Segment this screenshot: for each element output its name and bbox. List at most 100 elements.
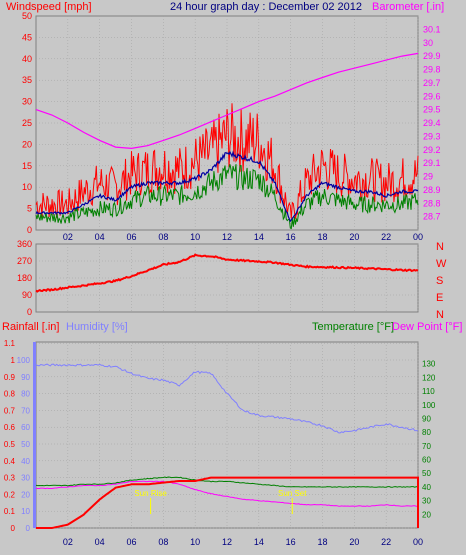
- wind-y-tick-label: 10: [22, 182, 32, 192]
- barometer-y-tick-label: 29.8: [423, 65, 441, 75]
- barometer-y-tick-label: 29.6: [423, 91, 441, 101]
- barometer-series-line: [35, 52, 419, 150]
- barometer-y-tick-label: 28.9: [423, 185, 441, 195]
- rain-y-tick-label: 0.4: [4, 457, 16, 466]
- barometer-y-tick-label: 29.5: [423, 105, 441, 115]
- dewpoint-series-line: [35, 480, 418, 507]
- humidity-y-tick-label: 100: [17, 356, 31, 365]
- rain-y-tick-label: 0.5: [4, 440, 16, 449]
- wind-y-tick-label: 45: [22, 32, 32, 42]
- barometer-y-tick-label: 29.7: [423, 78, 441, 88]
- humidity-y-tick-label: 30: [21, 474, 30, 483]
- rain-y-tick-label: 0.3: [4, 474, 16, 483]
- wind-y-tick-label: 20: [22, 139, 32, 149]
- temperature-y-tick-label: 130: [422, 360, 436, 369]
- rain-y-tick-label: 0: [11, 524, 16, 533]
- humidity-y-tick-label: 80: [21, 390, 30, 399]
- barometer-y-tick-label: 29.1: [423, 158, 441, 168]
- barometer-y-tick-label: 29.3: [423, 131, 441, 141]
- lower-x-tick-label: 00: [413, 537, 423, 547]
- lower-x-tick-label: 18: [317, 537, 327, 547]
- barometer-axis-title: Barometer [.in]: [372, 1, 444, 13]
- barometer-y-tick-label: 28.7: [423, 212, 441, 222]
- wind-x-tick-label: 00: [413, 232, 423, 242]
- barometer-y-tick-label: 29.4: [423, 118, 441, 128]
- lower-x-tick-label: 10: [190, 537, 200, 547]
- compass-label: S: [436, 275, 443, 287]
- compass-label: N: [436, 241, 444, 253]
- lower-x-tick-label: 04: [95, 537, 105, 547]
- wind-x-tick-label: 02: [63, 232, 73, 242]
- wind-x-tick-label: 12: [222, 232, 232, 242]
- temperature-axis-title: Temperature [°F]: [312, 321, 394, 333]
- wind-average-series-line: [35, 164, 419, 230]
- barometer-y-tick-label: 28.8: [423, 198, 441, 208]
- humidity-y-tick-label: 50: [21, 440, 30, 449]
- wind-y-tick-label: 30: [22, 97, 32, 107]
- humidity-axis-bar: [33, 342, 36, 528]
- wind-y-tick-label: 5: [27, 204, 32, 214]
- barometer-y-tick-label: 30.1: [423, 24, 441, 34]
- rain-y-tick-label: 0.9: [4, 373, 16, 382]
- humidity-y-tick-label: 40: [21, 457, 30, 466]
- lower-x-tick-label: 08: [158, 537, 168, 547]
- barometer-y-tick-label: 29.9: [423, 51, 441, 61]
- lower-x-tick-label: 22: [381, 537, 391, 547]
- wind-x-tick-label: 10: [190, 232, 200, 242]
- chart-dynamic-layer: 0510152025303540455028.728.828.92929.129…: [4, 11, 447, 547]
- temperature-y-tick-label: 90: [422, 414, 431, 423]
- temperature-y-tick-label: 120: [422, 373, 436, 382]
- chart-title: 24 hour graph day : December 02 2012: [170, 1, 362, 13]
- compass-label: N: [436, 309, 444, 321]
- temperature-y-tick-label: 50: [422, 469, 431, 478]
- lower-x-tick-label: 16: [286, 537, 296, 547]
- wind-x-tick-label: 04: [95, 232, 105, 242]
- windspeed-axis-title: Windspeed [mph]: [6, 1, 92, 13]
- dewpoint-axis-title: Dew Point [°F]: [392, 321, 462, 333]
- barometer-y-tick-label: 29: [423, 172, 433, 182]
- temperature-y-tick-label: 60: [422, 456, 431, 465]
- wind-mid-series-line: [35, 150, 419, 223]
- wind-y-tick-label: 0: [27, 225, 32, 235]
- humidity-y-tick-label: 10: [21, 507, 30, 516]
- sun-marker-label: Sun Set: [278, 489, 307, 498]
- wind-x-tick-label: 08: [158, 232, 168, 242]
- wind-x-tick-label: 16: [286, 232, 296, 242]
- temperature-series-line: [35, 476, 419, 488]
- wind-x-tick-label: 20: [349, 232, 359, 242]
- temperature-y-tick-label: 80: [422, 428, 431, 437]
- humidity-y-tick-label: 20: [21, 490, 30, 499]
- temperature-y-tick-label: 30: [422, 497, 431, 506]
- wind-x-tick-label: 22: [381, 232, 391, 242]
- wind-y-tick-label: 25: [22, 118, 32, 128]
- wind-y-tick-label: 35: [22, 75, 32, 85]
- rain-y-tick-label: 1.1: [4, 339, 16, 348]
- direction-y-tick-label: 180: [17, 273, 32, 283]
- barometer-y-tick-label: 30: [423, 38, 433, 48]
- wind-x-tick-label: 06: [126, 232, 136, 242]
- rain-y-tick-label: 0.8: [4, 390, 16, 399]
- humidity-y-tick-label: 90: [21, 373, 30, 382]
- rain-y-tick-label: 0.2: [4, 490, 16, 499]
- compass-label: W: [436, 258, 447, 270]
- rain-y-tick-label: 0.7: [4, 406, 16, 415]
- wind-y-tick-label: 50: [22, 11, 32, 21]
- direction-y-tick-label: 360: [17, 239, 32, 249]
- temperature-y-tick-label: 40: [422, 483, 431, 492]
- rain-y-tick-label: 1: [11, 356, 16, 365]
- temperature-y-tick-label: 110: [422, 387, 435, 396]
- humidity-y-tick-label: 70: [21, 406, 30, 415]
- wind-x-tick-label: 14: [254, 232, 264, 242]
- temperature-y-tick-label: 70: [422, 442, 431, 451]
- humidity-series-line: [35, 363, 419, 434]
- lower-x-tick-label: 02: [63, 537, 73, 547]
- direction-y-tick-label: 270: [17, 256, 32, 266]
- sun-marker-label: Sun Rise: [134, 489, 167, 498]
- rainfall-series-line: [36, 476, 419, 529]
- wind-x-tick-label: 18: [317, 232, 327, 242]
- barometer-y-tick-label: 29.2: [423, 145, 441, 155]
- temperature-y-tick-label: 100: [422, 401, 436, 410]
